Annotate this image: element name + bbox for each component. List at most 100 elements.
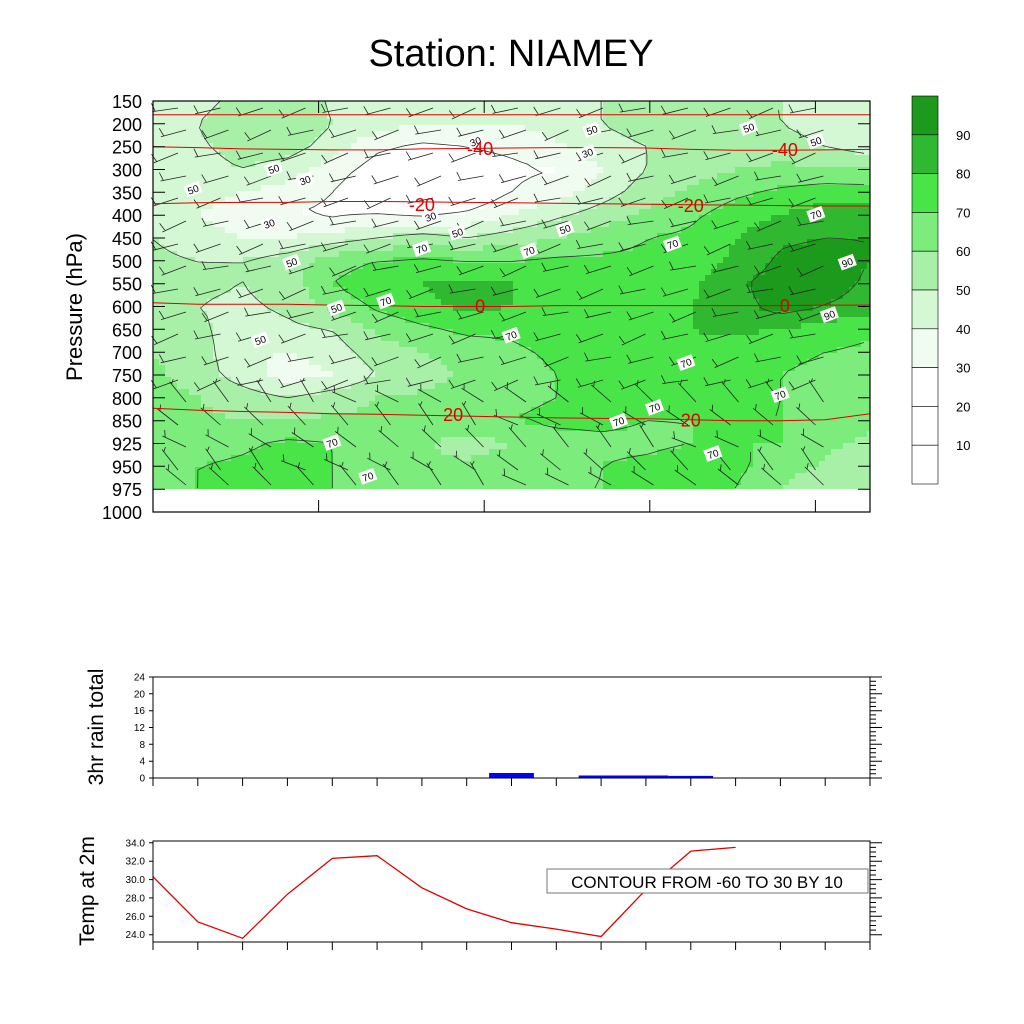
rh-cell [591, 347, 598, 354]
rh-cell [153, 317, 160, 324]
rh-cell [849, 113, 856, 120]
rh-cell [741, 233, 748, 240]
rh-cell [231, 293, 238, 300]
rh-cell [183, 263, 190, 270]
rh-cell [711, 119, 718, 126]
rh-cell [717, 275, 724, 282]
rh-cell [813, 251, 820, 258]
rh-cell [849, 209, 856, 216]
rh-cell [843, 335, 850, 342]
rh-cell [597, 191, 604, 198]
rh-cell [369, 275, 376, 282]
rh-cell [417, 149, 424, 156]
rh-cell [663, 155, 670, 162]
rh-cell [321, 119, 328, 126]
rh-cell [285, 293, 292, 300]
rh-cell [819, 251, 826, 258]
rh-cell [405, 119, 412, 126]
rh-cell [321, 233, 328, 240]
rh-cell [813, 239, 820, 246]
rh-cell [861, 335, 868, 342]
rh-cell [783, 275, 790, 282]
rh-cell [189, 281, 196, 288]
rh-cell [669, 293, 676, 300]
rh-cell [651, 125, 658, 132]
rh-cell [753, 197, 760, 204]
rh-cell [501, 221, 508, 228]
rh-cell [399, 113, 406, 120]
rh-cell [441, 227, 448, 234]
rh-cell [855, 245, 862, 252]
rh-cell [285, 125, 292, 132]
rh-cell [597, 131, 604, 138]
rh-cell [429, 293, 436, 300]
rh-cell [255, 197, 262, 204]
rh-cell [603, 113, 610, 120]
rh-cell [297, 257, 304, 264]
rh-cell [231, 341, 238, 348]
rh-cell [345, 347, 352, 354]
rh-cell [339, 227, 346, 234]
rh-cell [519, 221, 526, 228]
rh-cell [453, 113, 460, 120]
rh-cell [669, 305, 676, 312]
rh-cell [771, 239, 778, 246]
rh-cell [837, 125, 844, 132]
rh-cell [651, 203, 658, 210]
rh-cell [249, 119, 256, 126]
rh-cell [255, 143, 262, 150]
rh-cell [225, 287, 232, 294]
rh-cell [207, 119, 214, 126]
rh-cell [687, 143, 694, 150]
rh-cell [795, 167, 802, 174]
rh-cell [297, 323, 304, 330]
rh-cell [477, 209, 484, 216]
rh-cell [489, 239, 496, 246]
rh-cell [369, 185, 376, 192]
rh-cell [519, 209, 526, 216]
rh-cell [207, 161, 214, 168]
rh-cell [201, 269, 208, 276]
rh-cell [273, 245, 280, 252]
rh-cell [549, 137, 556, 144]
rh-cell [153, 185, 160, 192]
rh-cell [819, 155, 826, 162]
rh-cell [783, 239, 790, 246]
rh-cell [465, 281, 472, 288]
rh-cell [171, 125, 178, 132]
rh-cell [345, 167, 352, 174]
rh-cell [441, 161, 448, 168]
rh-cell [459, 185, 466, 192]
rh-cell [693, 185, 700, 192]
rh-cell [501, 281, 508, 288]
rh-cell [567, 323, 574, 330]
rh-cell [321, 161, 328, 168]
rh-cell [801, 245, 808, 252]
rh-cell [237, 131, 244, 138]
rh-cell [333, 251, 340, 258]
rh-cell [171, 293, 178, 300]
rh-cell [423, 263, 430, 270]
rh-cell [195, 155, 202, 162]
rh-cell [297, 209, 304, 216]
rh-cell [543, 293, 550, 300]
rh-cell [735, 191, 742, 198]
rh-cell [807, 233, 814, 240]
rh-cell [861, 125, 868, 132]
rh-cell [501, 149, 508, 156]
rh-cell [867, 155, 871, 162]
rh-cell [855, 137, 862, 144]
rh-cell [387, 161, 394, 168]
rh-cell [525, 305, 532, 312]
rh-cell [219, 263, 226, 270]
rh-cell [645, 137, 652, 144]
rh-cell [285, 227, 292, 234]
rh-cell [597, 335, 604, 342]
rh-cell [711, 197, 718, 204]
rh-cell [279, 101, 286, 108]
rh-cell [327, 197, 334, 204]
rh-cell [321, 275, 328, 282]
rh-cell [687, 149, 694, 156]
rh-cell [237, 269, 244, 276]
rh-cell [735, 185, 742, 192]
